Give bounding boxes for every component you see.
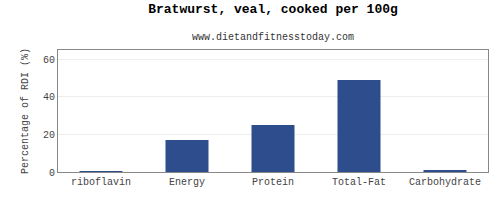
svg-text:Percentage of RDI (%): Percentage of RDI (%) <box>20 48 31 174</box>
svg-text:0: 0 <box>49 168 55 179</box>
svg-text:Bratwurst, veal, cooked per 10: Bratwurst, veal, cooked per 100g <box>148 2 398 17</box>
svg-text:20: 20 <box>43 130 55 141</box>
svg-text:Protein: Protein <box>252 177 294 188</box>
svg-text:Energy: Energy <box>169 177 205 188</box>
svg-text:40: 40 <box>43 92 55 103</box>
svg-text:Carbohydrate: Carbohydrate <box>409 177 481 188</box>
svg-text:60: 60 <box>43 55 55 66</box>
svg-text:riboflavin: riboflavin <box>71 177 131 188</box>
svg-text:www.dietandfitnesstoday.com: www.dietandfitnesstoday.com <box>192 32 354 43</box>
svg-text:Total-Fat: Total-Fat <box>332 177 386 188</box>
